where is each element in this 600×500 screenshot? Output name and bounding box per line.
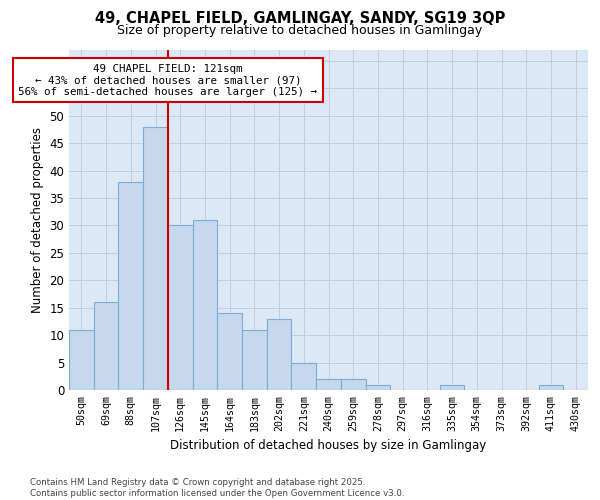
Bar <box>365 384 390 390</box>
Bar <box>440 384 464 390</box>
Text: 49, CHAPEL FIELD, GAMLINGAY, SANDY, SG19 3QP: 49, CHAPEL FIELD, GAMLINGAY, SANDY, SG19… <box>95 11 505 26</box>
Bar <box>94 302 118 390</box>
Bar <box>217 313 242 390</box>
X-axis label: Distribution of detached houses by size in Gamlingay: Distribution of detached houses by size … <box>170 439 487 452</box>
Bar <box>69 330 94 390</box>
Bar <box>143 127 168 390</box>
Bar <box>168 226 193 390</box>
Bar <box>193 220 217 390</box>
Bar <box>242 330 267 390</box>
Bar <box>341 379 365 390</box>
Text: 49 CHAPEL FIELD: 121sqm
← 43% of detached houses are smaller (97)
56% of semi-de: 49 CHAPEL FIELD: 121sqm ← 43% of detache… <box>19 64 317 97</box>
Bar <box>539 384 563 390</box>
Bar <box>316 379 341 390</box>
Bar <box>292 362 316 390</box>
Bar <box>267 318 292 390</box>
Text: Size of property relative to detached houses in Gamlingay: Size of property relative to detached ho… <box>118 24 482 37</box>
Bar <box>118 182 143 390</box>
Text: Contains HM Land Registry data © Crown copyright and database right 2025.
Contai: Contains HM Land Registry data © Crown c… <box>30 478 404 498</box>
Y-axis label: Number of detached properties: Number of detached properties <box>31 127 44 313</box>
